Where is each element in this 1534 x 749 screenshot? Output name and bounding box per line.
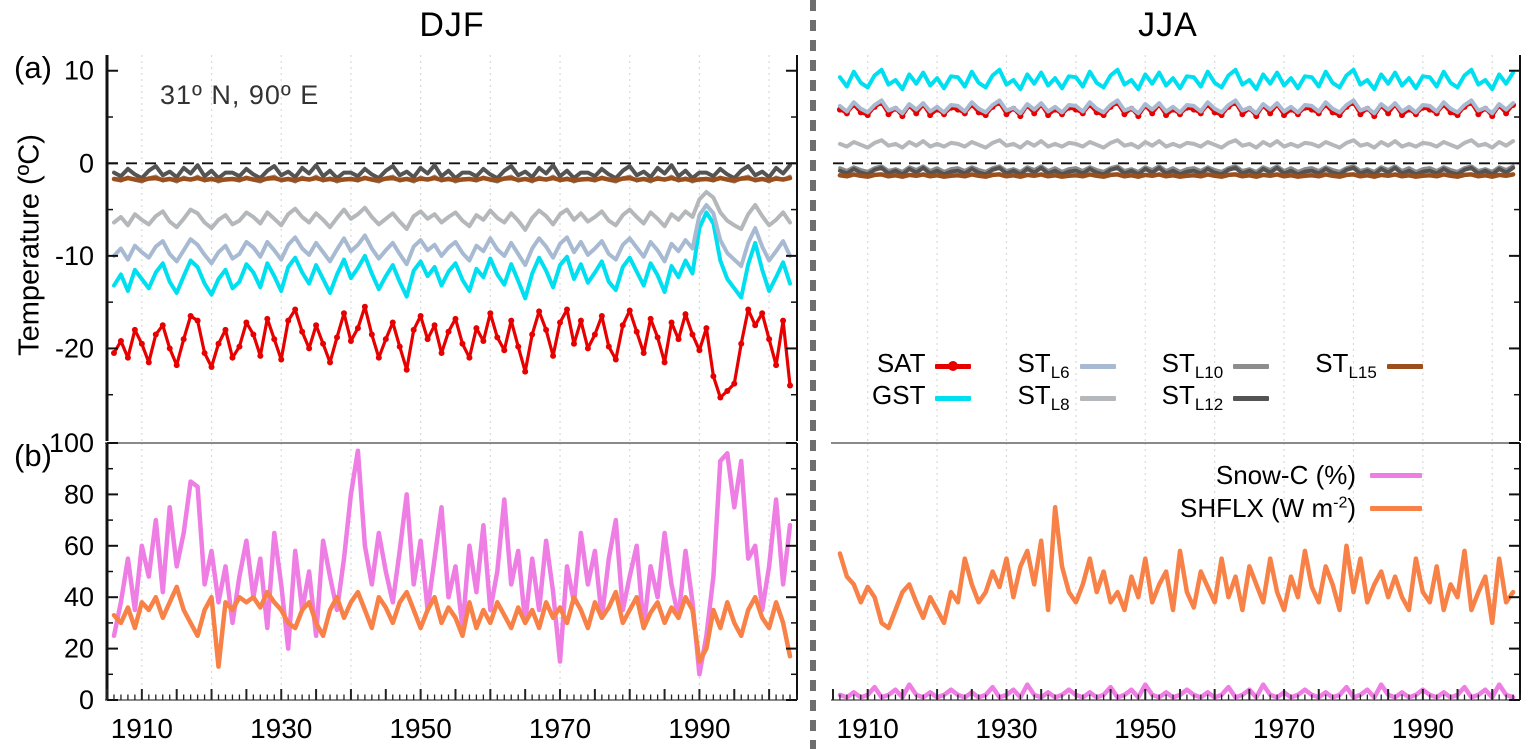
location-annotation: 31º N, 90º E bbox=[160, 80, 320, 110]
panel-label-b: (b) bbox=[14, 438, 52, 473]
legend-label-st-l12: STL12 bbox=[1161, 380, 1224, 415]
svg-text:1910: 1910 bbox=[837, 713, 899, 744]
sat-marker-dot bbox=[948, 361, 959, 371]
legend-item-st-l12: STL12 bbox=[1161, 380, 1270, 415]
svg-text:1990: 1990 bbox=[1392, 713, 1454, 744]
panel-title-djf: DJF bbox=[419, 6, 485, 44]
panel-title-jja: JJA bbox=[1138, 6, 1198, 44]
svg-text:1930: 1930 bbox=[250, 713, 312, 744]
svg-text:-10: -10 bbox=[55, 241, 94, 271]
svg-text:1990: 1990 bbox=[668, 713, 730, 744]
svg-text:20: 20 bbox=[64, 634, 94, 664]
legend-label-sat: SAT bbox=[876, 348, 926, 379]
svg-text:0: 0 bbox=[79, 685, 94, 715]
svg-text:1950: 1950 bbox=[389, 713, 451, 744]
legend-swatch-st-l6 bbox=[1079, 363, 1116, 369]
legend-item-st-l8: STL8 bbox=[1017, 380, 1116, 415]
legend-label-shflx: SHFLX (W m-2) bbox=[1180, 493, 1357, 523]
panel-label-a: (a) bbox=[14, 50, 52, 85]
legend-label-st-l15: STL15 bbox=[1315, 348, 1377, 383]
legend-label-gst: GST bbox=[872, 380, 926, 411]
svg-text:100: 100 bbox=[49, 428, 94, 458]
legend-swatch-gst bbox=[935, 395, 972, 401]
legend-item-st-l10: STL10 bbox=[1161, 348, 1270, 383]
svg-text:1970: 1970 bbox=[1253, 713, 1315, 744]
svg-text:1930: 1930 bbox=[975, 713, 1037, 744]
svg-text:-20: -20 bbox=[55, 333, 94, 363]
legend-swatch-snow bbox=[1370, 473, 1423, 478]
legend-flux: Snow-C (%) SHFLX (W m-2) bbox=[1180, 460, 1423, 523]
legend-item-st-l15: STL15 bbox=[1315, 348, 1423, 383]
legend-label-st-l6: STL6 bbox=[1017, 348, 1070, 383]
legend-item-st-l6: STL6 bbox=[1017, 348, 1116, 383]
legend-swatch-st-l15 bbox=[1386, 363, 1423, 369]
legend-item-shflx: SHFLX (W m-2) bbox=[1180, 493, 1423, 523]
legend-label-snow: Snow-C (%) bbox=[1215, 460, 1357, 490]
legend-label-st-l8: STL8 bbox=[1017, 380, 1070, 415]
svg-text:0: 0 bbox=[79, 148, 94, 178]
legend-temperature: SAT GST STL6 STL8 STL10 STL12 STL15 bbox=[872, 348, 1423, 415]
svg-text:1950: 1950 bbox=[1114, 713, 1176, 744]
legend-item-sat: SAT bbox=[872, 348, 972, 381]
y-axis-title-temperature: Temperature (ºC) bbox=[13, 134, 46, 356]
legend-item-gst: GST bbox=[872, 380, 972, 413]
svg-text:1910: 1910 bbox=[111, 713, 173, 744]
svg-text:1970: 1970 bbox=[529, 713, 591, 744]
legend-label-st-l10: STL10 bbox=[1161, 348, 1224, 383]
svg-text:60: 60 bbox=[64, 531, 94, 561]
legend-swatch-shflx bbox=[1370, 506, 1423, 511]
svg-text:80: 80 bbox=[64, 479, 94, 509]
legend-swatch-sat bbox=[935, 361, 972, 371]
legend-swatch-st-l12 bbox=[1233, 395, 1270, 401]
svg-text:40: 40 bbox=[64, 582, 94, 612]
legend-swatch-st-l10 bbox=[1233, 363, 1270, 369]
legend-item-snow: Snow-C (%) bbox=[1180, 460, 1423, 490]
legend-swatch-st-l8 bbox=[1079, 395, 1116, 401]
svg-text:10: 10 bbox=[64, 56, 94, 86]
